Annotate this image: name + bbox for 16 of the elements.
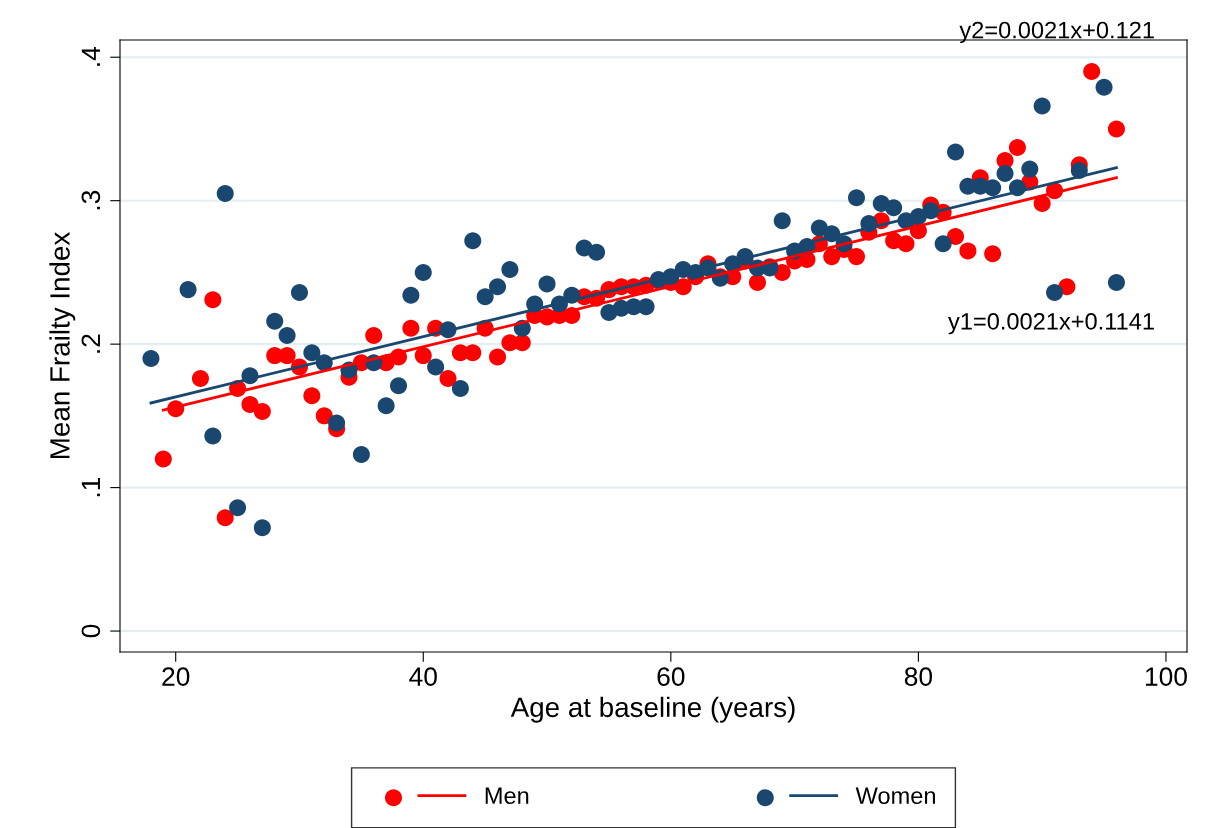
x-tick-label: 80: [904, 667, 933, 686]
y-tick-label: .2: [81, 334, 100, 353]
y-tick-label: .3: [81, 190, 101, 210]
y-axis-title: Mean Frailty Index: [49, 232, 76, 458]
y-tick-label: 0: [81, 624, 101, 638]
x-tick-label: 100: [1145, 667, 1187, 686]
legend-label: Women: [855, 787, 935, 805]
annotation: y1=0.0021x+0.1141: [948, 312, 1154, 335]
annotation: y2=0.0021x+0.121: [959, 21, 1154, 44]
x-axis-title: Age at baseline (years): [510, 696, 795, 723]
x-tick-label: 20: [162, 667, 190, 686]
x-tick-label: 60: [657, 667, 685, 686]
legend-label: Men: [485, 787, 529, 805]
y-tick-label: .1: [81, 477, 100, 497]
y-tick-label: .4: [81, 46, 100, 66]
x-tick-label: 40: [409, 667, 437, 686]
